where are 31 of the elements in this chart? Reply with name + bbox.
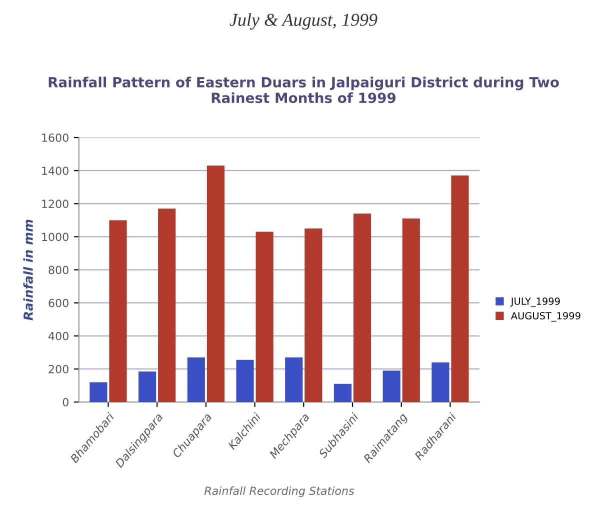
bar [158,208,176,402]
bar [451,176,469,402]
y-tick-label: 1000 [42,232,68,242]
y-axis-title: Rainfall in mm [23,220,33,320]
x-axis-title: Rainfall Recording Stations [204,486,354,498]
legend-label: AUGUST_1999 [510,312,580,322]
y-tick-label: 1400 [42,166,68,175]
bar [353,214,372,402]
y-tick-label: 400 [48,332,68,340]
y-tick-label: 600 [48,298,68,308]
bar [187,357,205,402]
bar [304,228,322,402]
legend-label: JULY_1999 [510,298,560,308]
y-tick-label: 1200 [42,200,68,208]
bar [432,362,450,402]
bar [90,382,108,402]
bar [382,370,400,402]
bar [236,360,254,402]
bar [206,166,224,402]
bar [256,232,274,402]
y-tick-label: 1600 [42,134,68,142]
bar [402,218,420,402]
y-tick-label: 0 [62,398,68,406]
bar [334,384,352,402]
text: July & August, 1999 [230,13,378,30]
bar [285,357,303,402]
y-tick-label: 800 [48,266,68,274]
bar [109,220,127,402]
y-tick-label: 200 [48,364,68,374]
bar [138,371,156,402]
chart-title: Rainfall Pattern of Eastern Duars in Jalpaiguri District during Two Rainest Months of 1999 [48,76,559,104]
